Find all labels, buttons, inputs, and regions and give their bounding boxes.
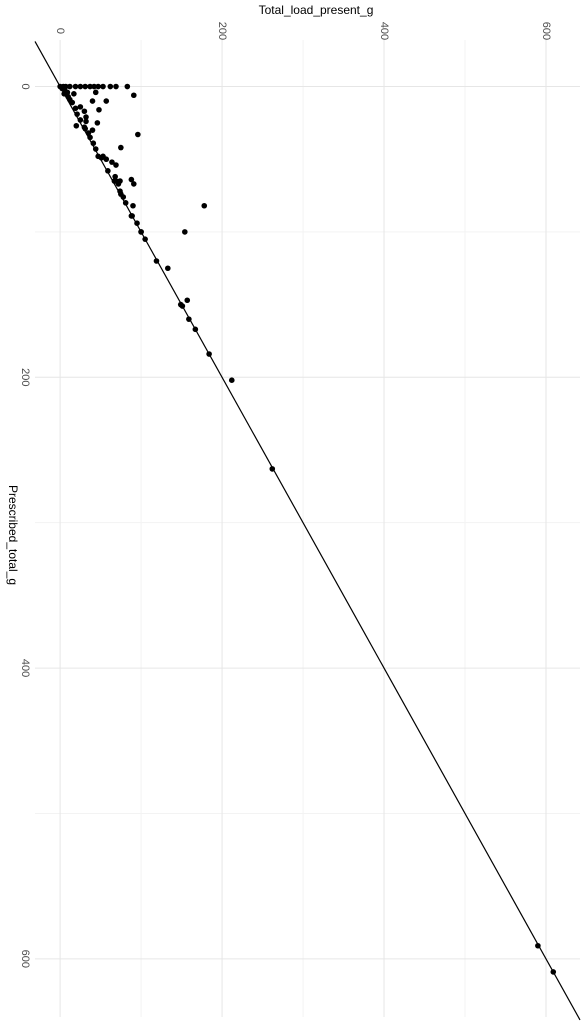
point <box>111 178 118 184</box>
y-tick-label: 200 <box>19 368 31 386</box>
point <box>192 326 199 333</box>
point <box>72 105 79 112</box>
point <box>100 83 106 90</box>
point <box>87 83 93 90</box>
point <box>103 98 110 104</box>
x-axis-title: Total_load_present_g <box>259 3 374 17</box>
point <box>122 200 129 206</box>
point <box>74 111 80 117</box>
point <box>87 134 93 141</box>
point <box>535 942 541 949</box>
point <box>89 127 96 133</box>
point <box>96 106 102 113</box>
point <box>113 162 119 168</box>
point <box>153 258 160 264</box>
point <box>182 229 188 235</box>
point <box>105 168 111 174</box>
point <box>109 159 115 165</box>
point <box>72 83 79 90</box>
point <box>82 83 89 90</box>
x-tick-label: 0 <box>54 28 66 34</box>
y-axis-title: Prescribed_total_g <box>6 485 20 585</box>
point <box>107 83 114 90</box>
point <box>165 265 171 272</box>
point <box>130 202 136 209</box>
y-tick-label: 400 <box>19 659 31 677</box>
point <box>550 969 557 975</box>
point <box>95 83 101 90</box>
point <box>130 92 137 99</box>
point <box>117 188 123 195</box>
point <box>62 83 69 90</box>
point <box>142 236 148 242</box>
point <box>90 140 97 147</box>
point <box>134 220 140 226</box>
point <box>186 316 192 322</box>
point <box>89 98 96 104</box>
x-tick-label: 600 <box>540 22 552 40</box>
point <box>117 178 123 184</box>
point <box>92 146 99 152</box>
point <box>269 466 276 472</box>
y-tick-label: 600 <box>19 950 31 968</box>
point <box>77 83 84 90</box>
point <box>177 301 184 308</box>
point <box>228 377 235 384</box>
y-tick-label: 0 <box>19 83 31 89</box>
point <box>128 176 135 183</box>
point <box>85 130 92 136</box>
point <box>130 181 137 187</box>
point <box>64 89 71 96</box>
point <box>112 173 118 180</box>
point <box>184 297 191 304</box>
point <box>124 83 131 90</box>
point <box>91 83 97 90</box>
point <box>138 229 144 235</box>
point <box>118 144 124 151</box>
point <box>94 120 101 126</box>
point <box>77 117 84 123</box>
x-tick-label: 400 <box>378 22 390 40</box>
point <box>77 104 84 110</box>
point <box>71 90 77 97</box>
point <box>206 351 212 357</box>
point <box>83 118 89 125</box>
reference-line <box>34 41 581 1021</box>
point <box>95 153 101 160</box>
point <box>81 108 88 115</box>
point <box>81 124 88 131</box>
point <box>73 122 80 129</box>
point <box>83 114 89 120</box>
point <box>113 83 119 90</box>
point <box>67 96 73 103</box>
x-tick-label: 200 <box>216 22 228 40</box>
point <box>92 89 99 96</box>
point <box>201 202 208 209</box>
point <box>135 131 141 138</box>
point <box>67 83 73 90</box>
point <box>128 213 135 219</box>
